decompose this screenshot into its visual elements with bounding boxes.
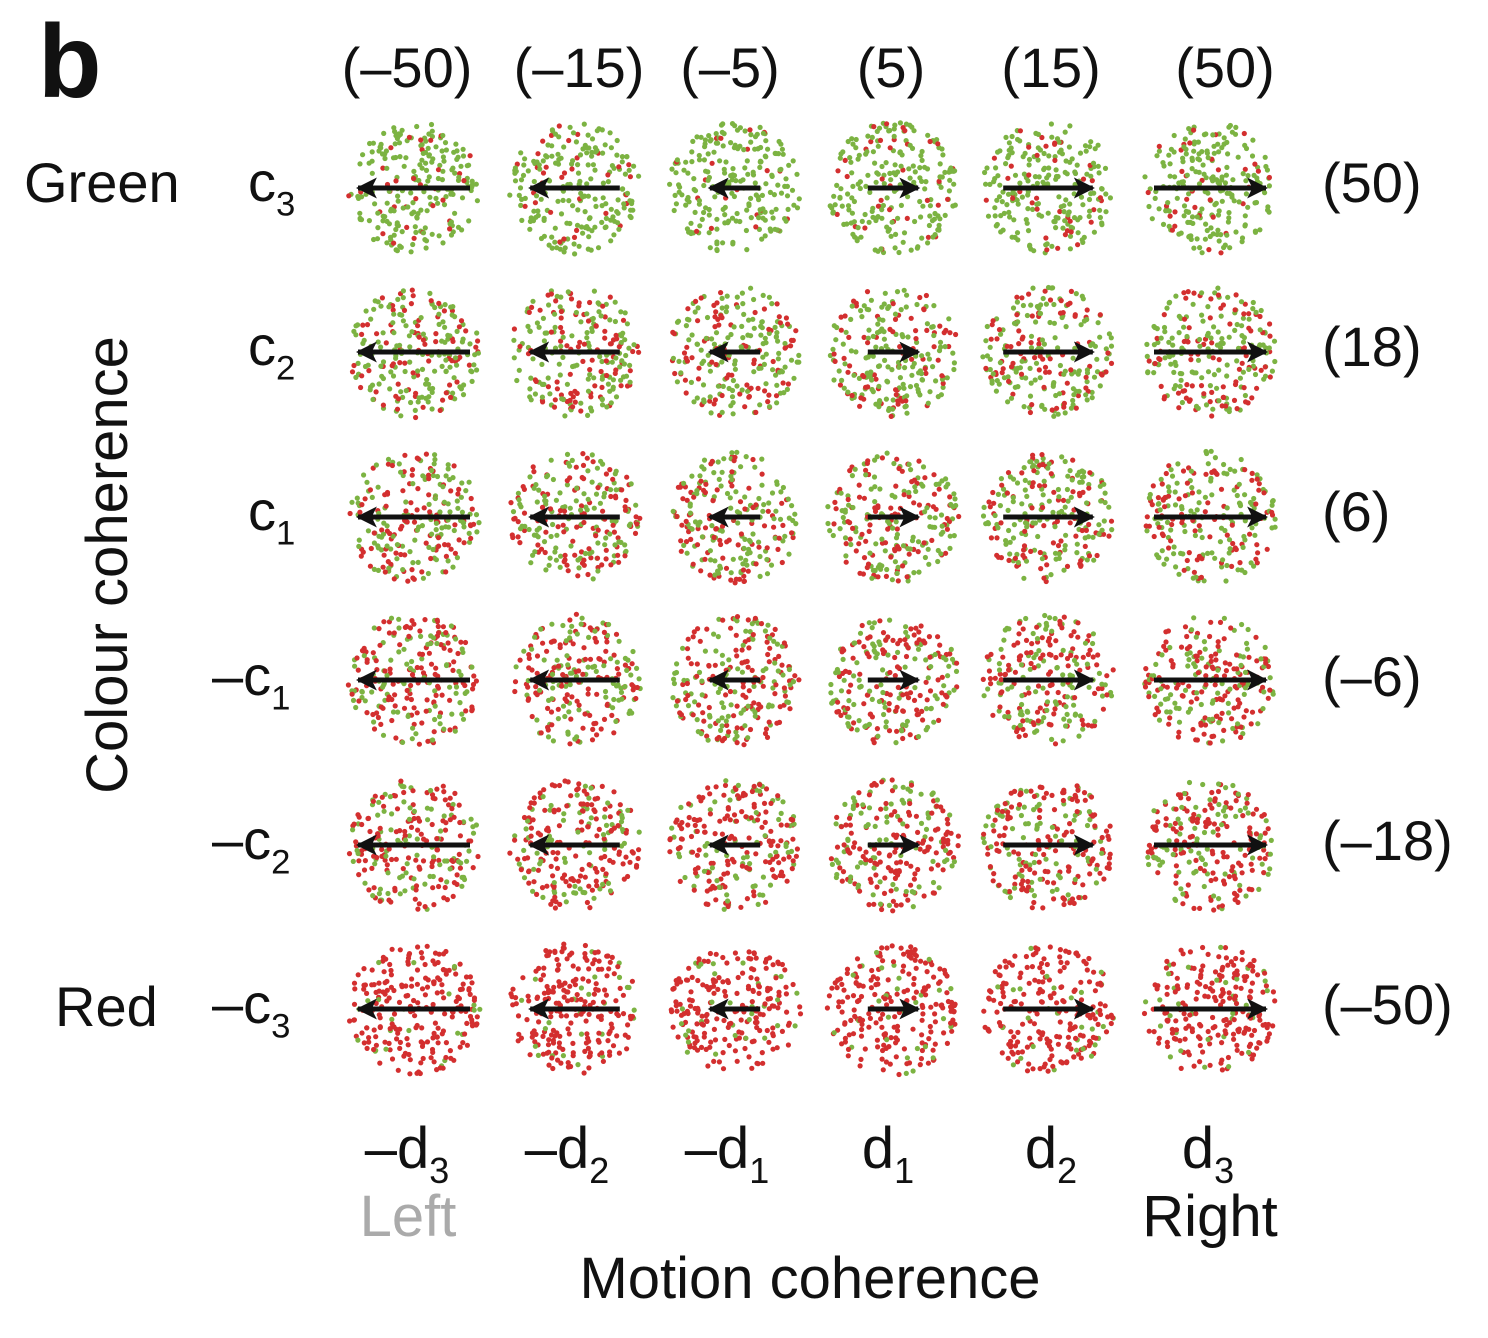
colour-symbol: –c3 — [212, 971, 291, 1046]
dot-stimulus — [667, 778, 801, 912]
colour-value-label: (–6) — [1322, 645, 1422, 708]
motion-value-label: (5) — [856, 36, 926, 99]
dot-stimulus — [507, 778, 642, 911]
dot-stimulus — [1145, 779, 1274, 913]
dot-stimulus — [981, 944, 1116, 1074]
dot-stimulus — [1142, 615, 1276, 746]
dot-stimulus — [828, 777, 962, 914]
colour-symbol: –c2 — [212, 807, 291, 882]
dot-stimulus — [670, 614, 802, 748]
red-label: Red — [55, 975, 158, 1038]
dot-stimulus — [828, 617, 960, 746]
motion-symbol: –d1 — [684, 1116, 770, 1192]
motion-symbol: d2 — [1024, 1116, 1078, 1192]
dot-stimulus — [346, 778, 481, 912]
motion-value-label: (–5) — [680, 36, 780, 99]
colour-symbol: c3 — [248, 149, 296, 224]
dot-stimulus — [347, 451, 482, 584]
motion-value-label: (–15) — [513, 36, 645, 99]
green-label: Green — [24, 151, 180, 214]
dot-stimulus — [508, 451, 643, 582]
dot-stimulus — [349, 287, 481, 421]
colour-value-label: (–50) — [1322, 973, 1453, 1036]
dot-stimulus — [1142, 122, 1272, 256]
motion-value-label: (–50) — [341, 36, 473, 99]
motion-symbol: d1 — [861, 1116, 915, 1192]
motion-value-label: (50) — [1175, 36, 1275, 99]
dot-stimulus — [980, 612, 1116, 747]
colour-symbol: c2 — [248, 313, 296, 388]
dot-stimulus — [512, 611, 643, 747]
dot-stimulus — [980, 783, 1113, 911]
dot-stimulus — [824, 943, 958, 1078]
dot-stimulus — [825, 450, 962, 584]
dot-stimulus — [982, 121, 1113, 256]
dot-stimulus — [670, 449, 799, 586]
dot-stimulus — [511, 288, 642, 419]
motion-coherence-axis-title: Motion coherence — [579, 1246, 1041, 1311]
dot-stimulus — [345, 615, 479, 747]
colour-value-label: (18) — [1322, 315, 1422, 378]
motion-symbol: –d3 — [364, 1116, 450, 1192]
dot-stimulus — [507, 121, 642, 257]
dot-stimulus — [980, 284, 1115, 419]
colour-symbol: –c1 — [212, 643, 291, 718]
left-direction-label: Left — [359, 1184, 457, 1249]
motion-symbol: –d2 — [524, 1116, 610, 1192]
dot-stimulus — [1143, 448, 1278, 584]
dot-stimulus — [827, 287, 959, 419]
colour-value-label: (–18) — [1322, 809, 1453, 872]
colour-value-label: (50) — [1322, 151, 1422, 214]
dot-stimulus — [668, 949, 804, 1072]
dot-stimulus — [1144, 285, 1278, 419]
dot-stimulus — [980, 452, 1115, 585]
dot-stimulus — [508, 941, 637, 1076]
motion-value-label: (15) — [1001, 36, 1101, 99]
dot-stimulus — [667, 121, 802, 254]
panel-label: b — [38, 4, 102, 120]
dot-stimulus — [346, 121, 480, 255]
colour-symbol: c1 — [248, 478, 296, 553]
dot-stimulus — [669, 285, 802, 418]
dot-stimulus — [1141, 944, 1278, 1073]
dot-stimulus — [827, 120, 958, 256]
right-direction-label: Right — [1142, 1184, 1278, 1249]
dot-stimulus — [347, 943, 483, 1077]
colour-value-label: (6) — [1322, 480, 1391, 543]
motion-symbol: d3 — [1181, 1116, 1235, 1192]
